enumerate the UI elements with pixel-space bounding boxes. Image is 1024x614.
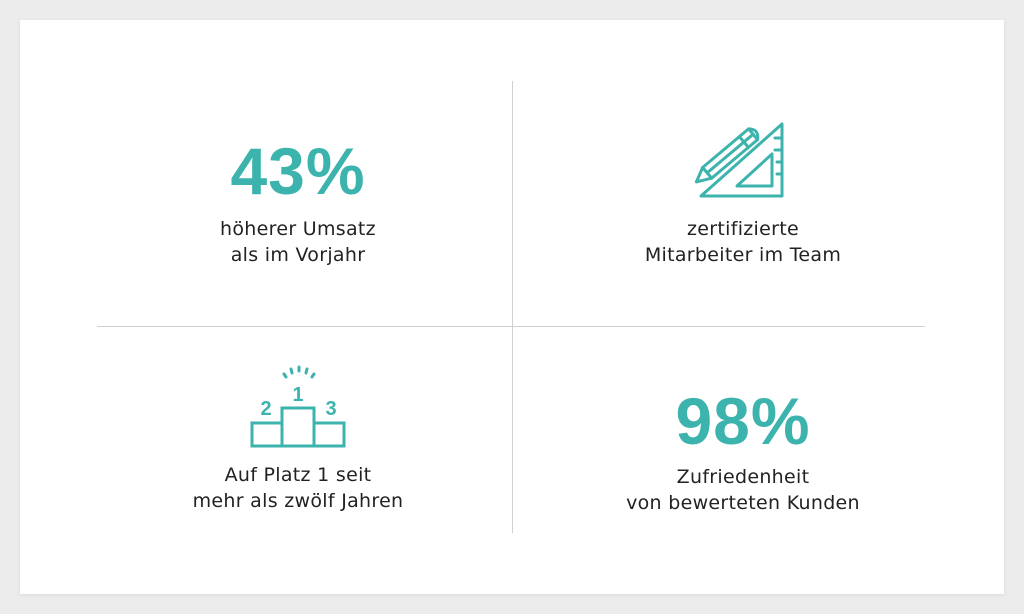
horizontal-divider [97, 326, 925, 327]
stat-certified-caption-line2: Mitarbeiter im Team [644, 244, 842, 266]
vertical-divider [512, 81, 513, 533]
stat-certified: zertifizierte Mitarbeiter im Team [553, 118, 933, 278]
podium-icon: 1 2 3 [246, 360, 350, 452]
stat-satisfaction-value: 98% [675, 384, 811, 458]
podium-number-2: 2 [260, 398, 271, 420]
pencil-ruler-icon [693, 118, 793, 198]
stat-rank-caption-line1: Auf Platz 1 seit [224, 464, 372, 486]
stat-rank: 1 2 3 Auf Platz 1 seit mehr als zwölf Ja… [108, 360, 488, 520]
stat-satisfaction-caption: Zufriedenheit von bewerteten Kunden [553, 464, 933, 516]
stat-revenue-value: 43% [230, 134, 366, 208]
podium-number-1: 1 [292, 384, 303, 406]
stat-satisfaction-caption-line2: von bewerteten Kunden [626, 492, 860, 514]
stat-revenue-caption: höherer Umsatz als im Vorjahr [108, 216, 488, 268]
stat-revenue-caption-line2: als im Vorjahr [230, 244, 366, 266]
stat-satisfaction: 98% Zufriedenheit von bewerteten Kunden [553, 380, 933, 530]
stat-rank-caption: Auf Platz 1 seit mehr als zwölf Jahren [108, 462, 488, 514]
stat-satisfaction-caption-line1: Zufriedenheit [676, 466, 810, 488]
stat-revenue: 43% höherer Umsatz als im Vorjahr [108, 130, 488, 280]
stat-revenue-caption-line1: höherer Umsatz [220, 218, 376, 240]
stat-certified-caption: zertifizierte Mitarbeiter im Team [553, 216, 933, 268]
stat-rank-caption-line2: mehr als zwölf Jahren [192, 490, 404, 512]
stat-certified-caption-line1: zertifizierte [687, 218, 799, 240]
podium-number-3: 3 [325, 398, 336, 420]
